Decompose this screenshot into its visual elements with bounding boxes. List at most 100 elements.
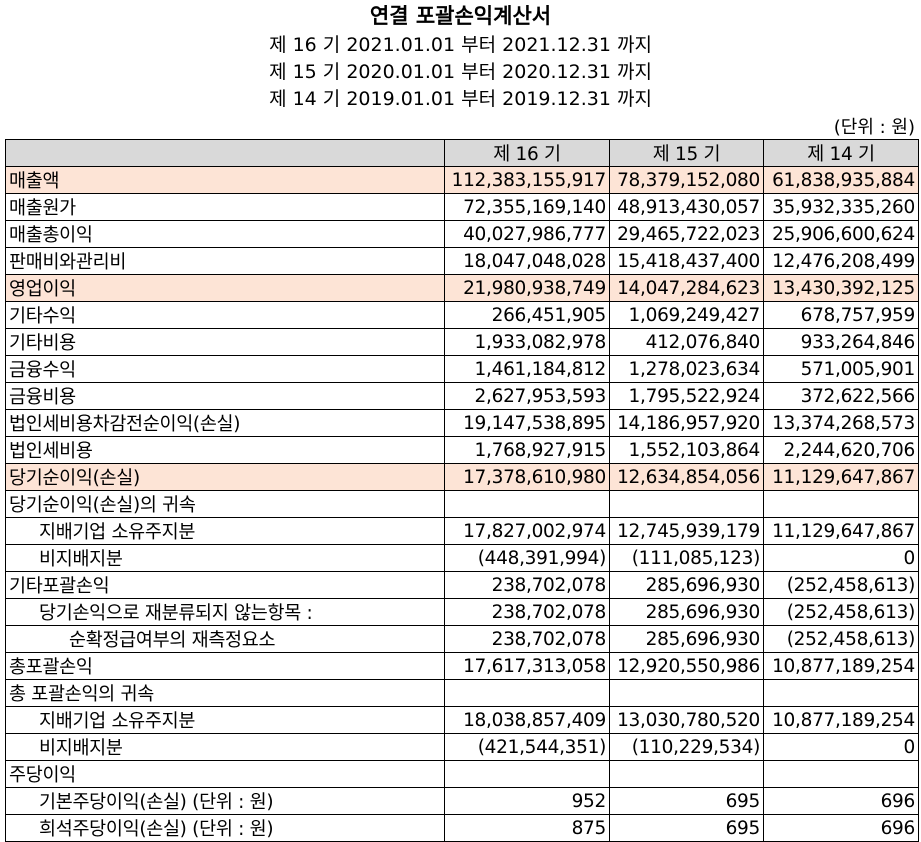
row-label: 매출원가 xyxy=(5,193,445,221)
table-row: 매출총이익 40,027,986,777 29,465,722,023 25,906,… xyxy=(5,220,919,248)
value-cell: 35,932,335,260 xyxy=(763,193,919,221)
row-label: 당기순이익(손실)의 귀속 xyxy=(5,490,445,518)
header-period-14: 제 14 기 xyxy=(763,139,919,167)
value-cell: 29,465,722,023 xyxy=(609,220,764,248)
row-label: 매출총이익 xyxy=(5,220,445,248)
row-label: 당기손익으로 재분류되지 않는항목 : xyxy=(5,598,445,626)
row-label: 당기순이익(손실) xyxy=(5,463,445,491)
table-row: 당기순이익(손실) 17,378,610,980 12,634,854,056 11,… xyxy=(5,463,919,491)
row-label: 판매비와관리비 xyxy=(5,247,445,275)
period-15: 제 15 기 2020.01.01 부터 2020.12.31 까지 xyxy=(269,61,652,83)
value-cell: 14,186,957,920 xyxy=(609,409,764,437)
value-cell: 18,047,048,028 xyxy=(444,247,610,275)
table-row: 총포괄손익 17,617,313,058 12,920,550,986 10,877,… xyxy=(5,652,919,680)
table-row: 영업이익 21,980,938,749 14,047,284,623 13,430,3… xyxy=(5,274,919,302)
value-cell xyxy=(763,760,919,788)
table-row: 당기순이익(손실)의 귀속 xyxy=(5,490,919,518)
income-statement-table: 제 16 기 제 15 기 제 14 기 매출액 112,383,155,917 7… xyxy=(5,139,919,842)
value-cell: 238,702,078 xyxy=(444,625,610,653)
header-period-16: 제 16 기 xyxy=(444,139,610,167)
value-cell: 0 xyxy=(763,544,919,572)
value-cell: 12,634,854,056 xyxy=(609,463,764,491)
table-row: 기타포괄손익 238,702,078 285,696,930 (252,458,613… xyxy=(5,571,919,599)
row-label: 지배기업 소유주지분 xyxy=(5,706,445,734)
value-cell: 285,696,930 xyxy=(609,598,764,626)
value-cell: 12,920,550,986 xyxy=(609,652,764,680)
table-row: 금융비용 2,627,953,593 1,795,522,924 372,622,56… xyxy=(5,382,919,410)
table-row: 판매비와관리비 18,047,048,028 15,418,437,400 12,47… xyxy=(5,247,919,275)
value-cell xyxy=(444,679,610,707)
row-label: 법인세비용 xyxy=(5,436,445,464)
header-label xyxy=(5,139,445,167)
value-cell: 933,264,846 xyxy=(763,328,919,356)
value-cell: 2,244,620,706 xyxy=(763,436,919,464)
value-cell: 48,913,430,057 xyxy=(609,193,764,221)
value-cell: 14,047,284,623 xyxy=(609,274,764,302)
value-cell: 1,933,082,978 xyxy=(444,328,610,356)
value-cell: 238,702,078 xyxy=(444,571,610,599)
value-cell: 952 xyxy=(444,787,610,815)
page-title: 연결 포괄손익계산서 xyxy=(369,4,552,28)
row-label: 기타포괄손익 xyxy=(5,571,445,599)
table-row: 주당이익 xyxy=(5,760,919,788)
value-cell: 10,877,189,254 xyxy=(763,652,919,680)
value-cell: 15,418,437,400 xyxy=(609,247,764,275)
value-cell: 13,430,392,125 xyxy=(763,274,919,302)
table-row: 법인세비용 1,768,927,915 1,552,103,864 2,244,620… xyxy=(5,436,919,464)
value-cell: (448,391,994) xyxy=(444,544,610,572)
value-cell xyxy=(763,679,919,707)
value-cell: (421,544,351) xyxy=(444,733,610,761)
value-cell: 0 xyxy=(763,733,919,761)
value-cell: 372,622,566 xyxy=(763,382,919,410)
table-row: 비지배지분 (448,391,994) (111,085,123) 0 xyxy=(5,544,919,572)
row-label: 기본주당이익(손실) (단위 : 원) xyxy=(5,787,445,815)
table-row: 당기손익으로 재분류되지 않는항목 :238,702,078 285,696,93… xyxy=(5,598,919,626)
row-label: 지배기업 소유주지분 xyxy=(5,517,445,545)
row-label: 주당이익 xyxy=(5,760,445,788)
row-label: 영업이익 xyxy=(5,274,445,302)
row-label: 기타비용 xyxy=(5,328,445,356)
row-label: 매출액 xyxy=(5,166,445,194)
value-cell xyxy=(763,490,919,518)
row-label: 총 포괄손익의 귀속 xyxy=(5,679,445,707)
value-cell: 12,745,939,179 xyxy=(609,517,764,545)
period-14: 제 14 기 2019.01.01 부터 2019.12.31 까지 xyxy=(269,88,652,110)
table-row: 법인세비용차감전순이익(손실) 19,147,538,895 14,186,957,… xyxy=(5,409,919,437)
value-cell: 2,627,953,593 xyxy=(444,382,610,410)
table-row: 금융수익 1,461,184,812 1,278,023,634 571,005,90… xyxy=(5,355,919,383)
value-cell xyxy=(444,760,610,788)
value-cell: 12,476,208,499 xyxy=(763,247,919,275)
value-cell: 11,129,647,867 xyxy=(763,517,919,545)
table-row: 지배기업 소유주지분 17,827,002,974 12,745,939,179 11… xyxy=(5,517,919,545)
value-cell: 285,696,930 xyxy=(609,571,764,599)
value-cell: (252,458,613) xyxy=(763,598,919,626)
table-row: 순확정급여부의 재측정요소 238,702,078 285,696,930 (252,… xyxy=(5,625,919,653)
row-label: 금융비용 xyxy=(5,382,445,410)
value-cell: 1,278,023,634 xyxy=(609,355,764,383)
row-label: 금융수익 xyxy=(5,355,445,383)
value-cell: 678,757,959 xyxy=(763,301,919,329)
value-cell: 40,027,986,777 xyxy=(444,220,610,248)
value-cell: 1,552,103,864 xyxy=(609,436,764,464)
value-cell: 696 xyxy=(763,787,919,815)
value-cell: 72,355,169,140 xyxy=(444,193,610,221)
value-cell: 1,795,522,924 xyxy=(609,382,764,410)
row-label: 총포괄손익 xyxy=(5,652,445,680)
table-row: 기타비용 1,933,082,978 412,076,840 933,264,846 xyxy=(5,328,919,356)
value-cell: 19,147,538,895 xyxy=(444,409,610,437)
value-cell: 78,379,152,080 xyxy=(609,166,764,194)
value-cell: 11,129,647,867 xyxy=(763,463,919,491)
value-cell: 25,906,600,624 xyxy=(763,220,919,248)
table-row: 지배기업 소유주지분 18,038,857,409 13,030,780,520 10… xyxy=(5,706,919,734)
value-cell: 17,378,610,980 xyxy=(444,463,610,491)
unit-label: (단위 : 원) xyxy=(833,117,915,138)
row-label: 비지배지분 xyxy=(5,733,445,761)
value-cell xyxy=(609,490,764,518)
value-cell: 238,702,078 xyxy=(444,598,610,626)
value-cell: 571,005,901 xyxy=(763,355,919,383)
value-cell: (252,458,613) xyxy=(763,571,919,599)
table-row: 매출원가 72,355,169,140 48,913,430,057 35,932,3… xyxy=(5,193,919,221)
value-cell xyxy=(444,490,610,518)
header-period-15: 제 15 기 xyxy=(609,139,764,167)
value-cell: 17,617,313,058 xyxy=(444,652,610,680)
